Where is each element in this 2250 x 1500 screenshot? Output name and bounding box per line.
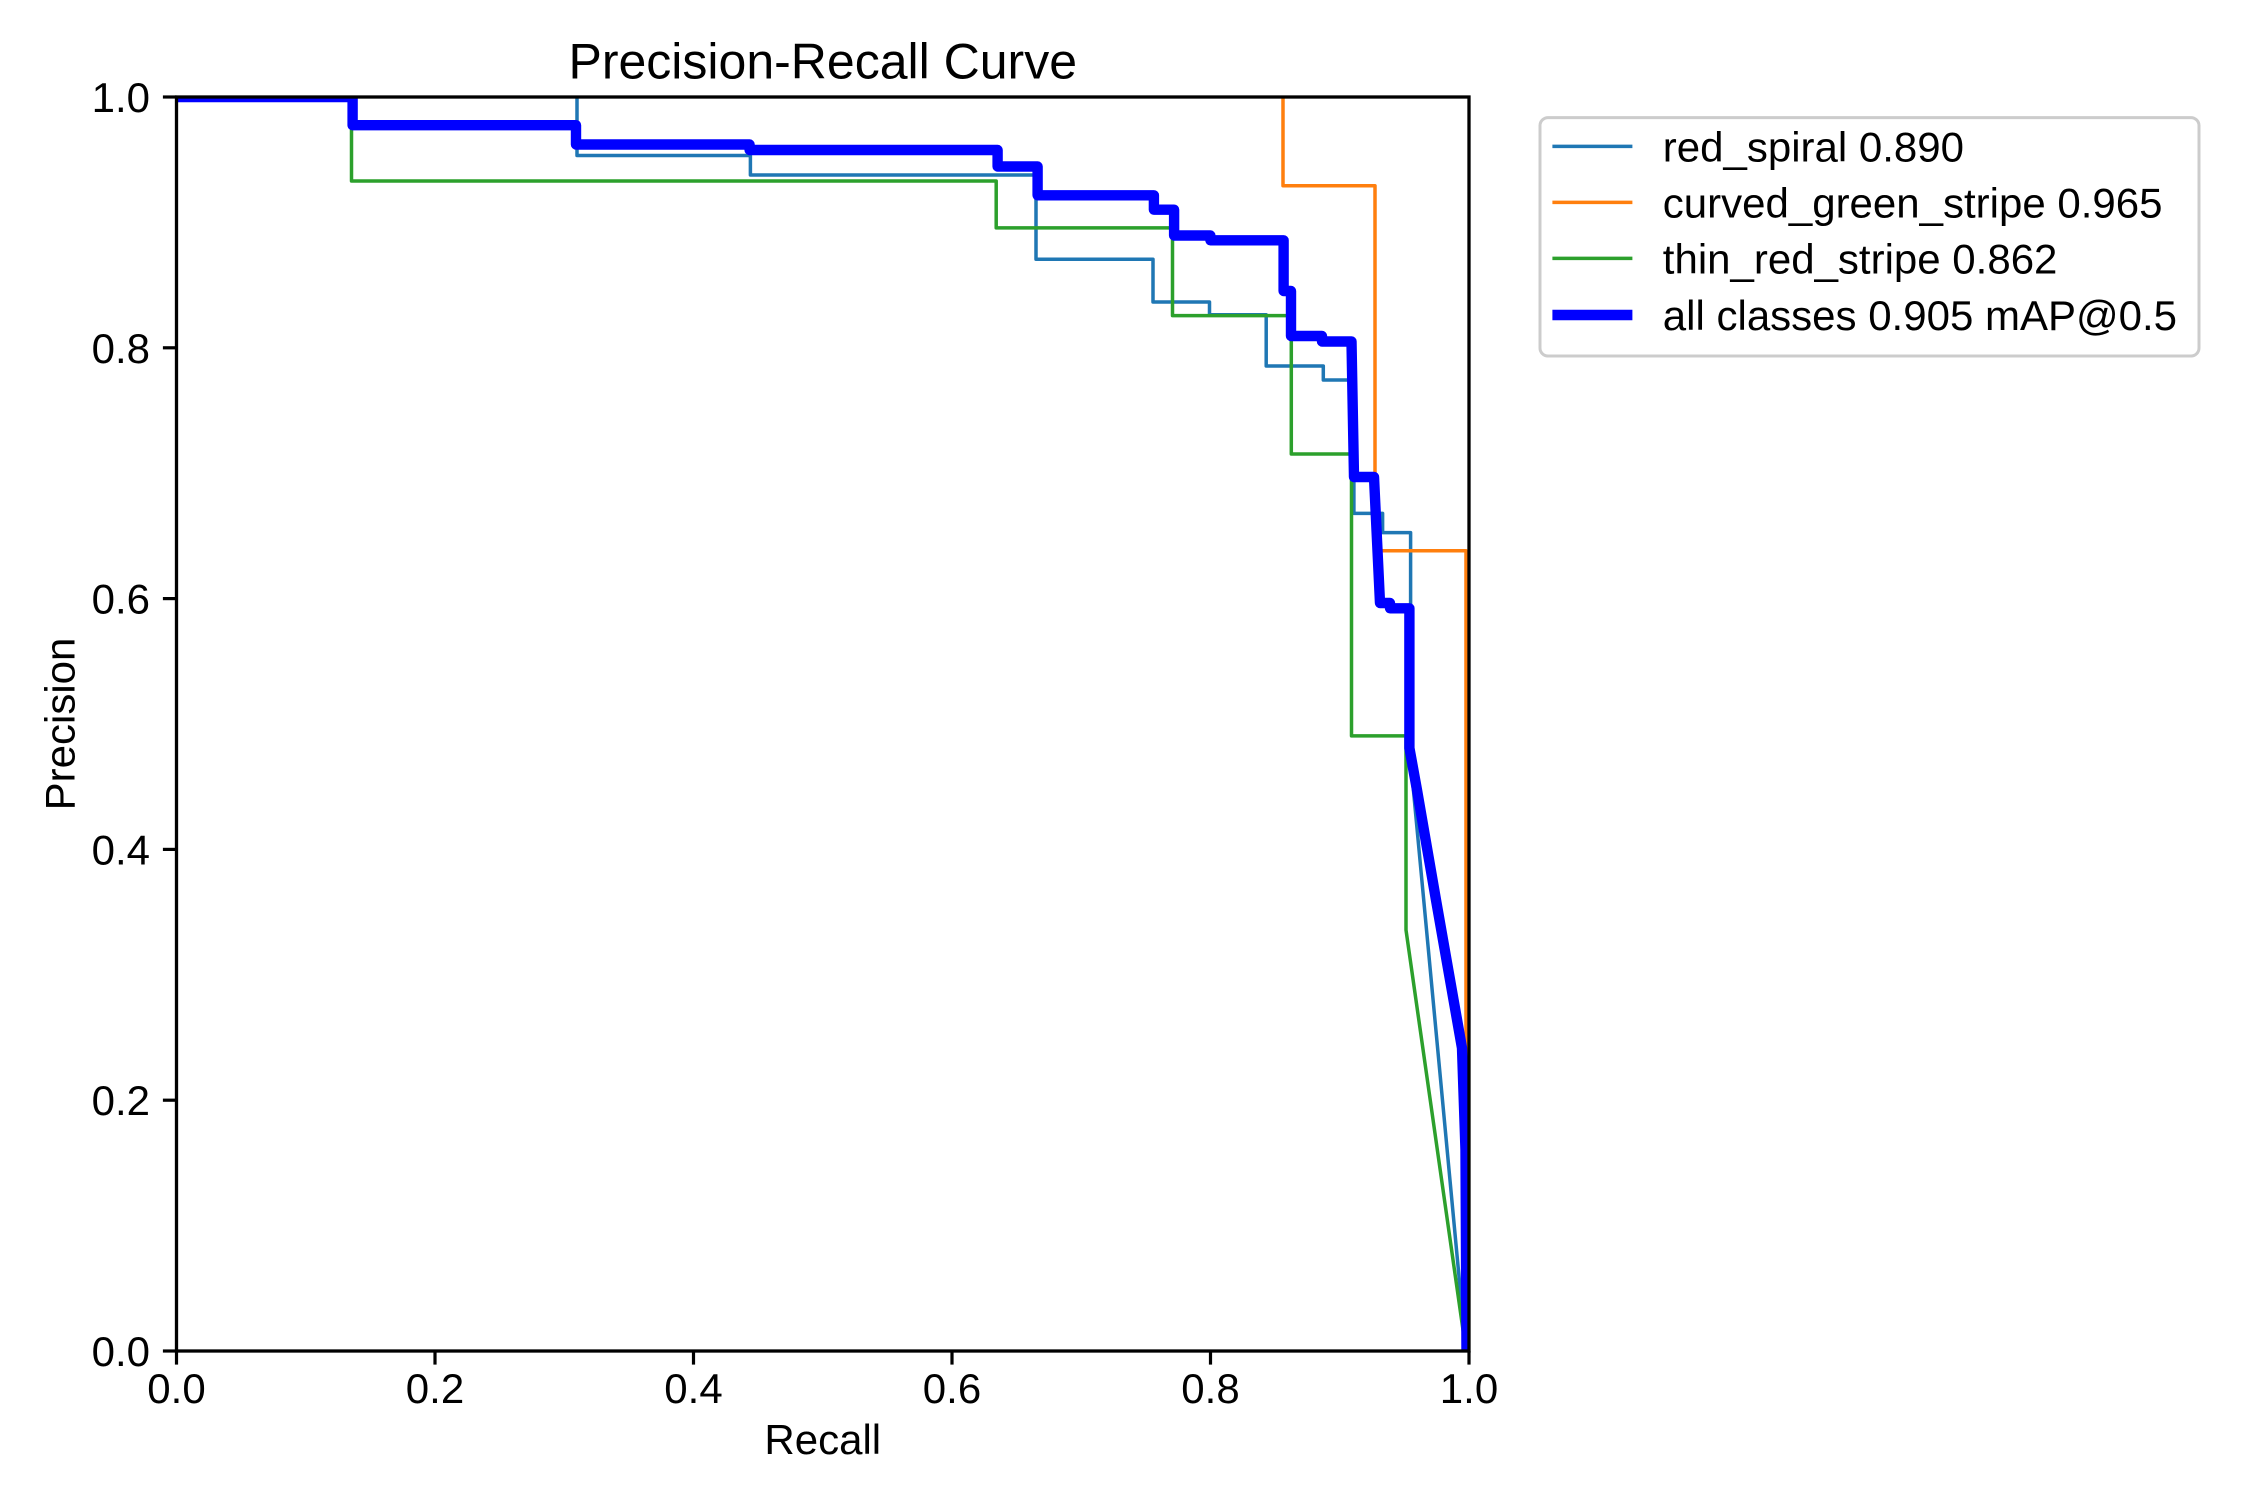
- svg-text:0.2: 0.2: [406, 1365, 464, 1412]
- svg-text:0.4: 0.4: [664, 1365, 722, 1412]
- svg-text:0.6: 0.6: [923, 1365, 981, 1412]
- svg-text:0.8: 0.8: [1181, 1365, 1239, 1412]
- svg-text:0.0: 0.0: [92, 1328, 150, 1375]
- svg-text:all classes 0.905 mAP@0.5: all classes 0.905 mAP@0.5: [1663, 292, 2177, 339]
- svg-text:Precision-Recall Curve: Precision-Recall Curve: [569, 34, 1078, 90]
- svg-text:red_spiral 0.890: red_spiral 0.890: [1663, 123, 1964, 170]
- svg-text:Recall: Recall: [764, 1416, 881, 1463]
- svg-text:0.2: 0.2: [92, 1077, 150, 1124]
- svg-text:1.0: 1.0: [1440, 1365, 1498, 1412]
- svg-text:0.8: 0.8: [92, 325, 150, 372]
- svg-text:0.6: 0.6: [92, 576, 150, 623]
- svg-text:Precision: Precision: [37, 638, 84, 811]
- svg-text:curved_green_stripe 0.965: curved_green_stripe 0.965: [1663, 179, 2163, 226]
- svg-text:0.4: 0.4: [92, 826, 150, 873]
- svg-text:thin_red_stripe 0.862: thin_red_stripe 0.862: [1663, 235, 2058, 282]
- svg-text:0.0: 0.0: [147, 1365, 205, 1412]
- svg-text:1.0: 1.0: [92, 74, 150, 121]
